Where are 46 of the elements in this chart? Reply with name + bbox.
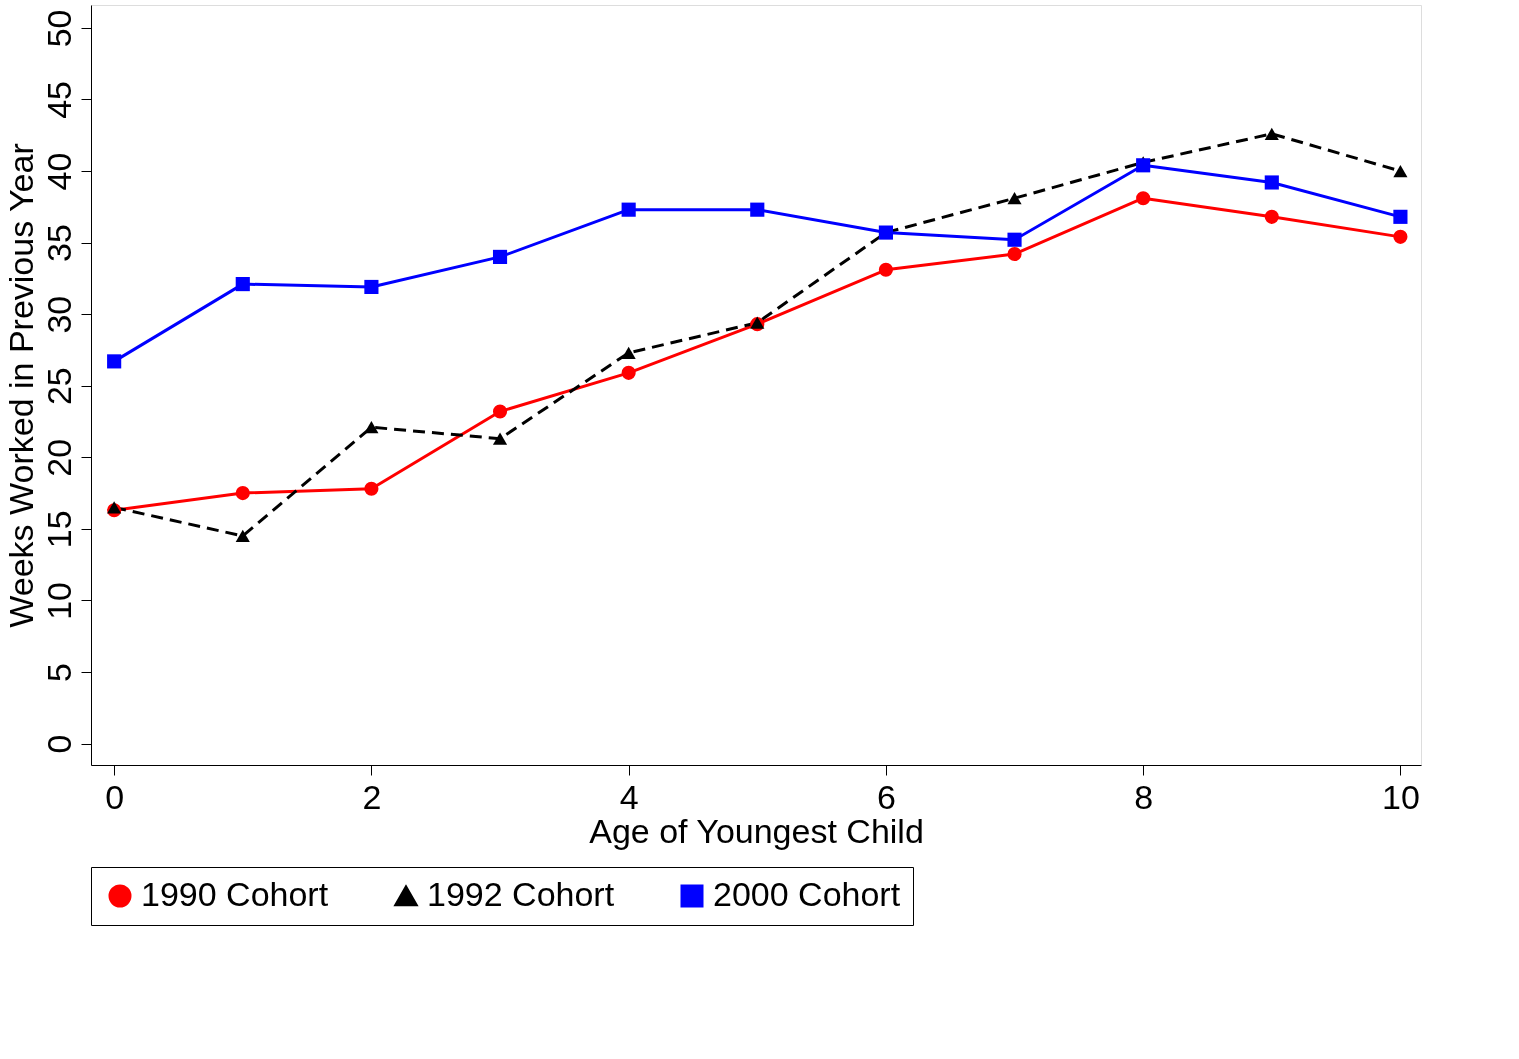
y-tick-label: 5 [39, 663, 78, 682]
point [1007, 232, 1022, 247]
point [1393, 209, 1408, 224]
y-tick-label: 35 [39, 224, 78, 262]
point [621, 365, 636, 380]
point [492, 249, 508, 264]
y-tick-label: 30 [39, 295, 78, 334]
x-tick-label: 2 [362, 777, 382, 816]
y-tick-label: 10 [39, 581, 78, 620]
point [1264, 127, 1279, 140]
point [878, 262, 893, 277]
point [621, 346, 636, 359]
point [1264, 175, 1279, 190]
y-tick-label: 20 [39, 438, 78, 477]
point [107, 354, 122, 369]
point [1136, 191, 1151, 206]
y-tick-label: 45 [39, 81, 78, 119]
point [1007, 192, 1022, 205]
y-axis-title: Weeks Worked in Previous Year [1, 143, 40, 628]
point [1264, 209, 1279, 224]
point [364, 279, 379, 295]
y-tick-label: 15 [39, 510, 78, 549]
y-tick-label: 0 [39, 734, 78, 754]
legend-label: 1992 Cohort [427, 875, 615, 913]
x-tick-label: 0 [105, 777, 125, 816]
point [235, 277, 250, 292]
point [492, 432, 508, 445]
point [235, 529, 250, 543]
y-tick-label: 50 [39, 9, 78, 48]
point [364, 421, 379, 434]
y-tick-label: 40 [39, 152, 78, 191]
point [107, 501, 122, 514]
point [621, 202, 636, 217]
point [235, 486, 250, 501]
point [492, 404, 508, 419]
legend-label: 2000 Cohort [713, 875, 901, 913]
x-tick-label: 8 [1134, 777, 1154, 816]
legend-label: 1990 Cohort [141, 875, 329, 913]
point [1393, 164, 1408, 178]
point [750, 202, 765, 217]
y-tick-label: 25 [39, 367, 78, 406]
point [1136, 158, 1151, 173]
point [1393, 229, 1408, 244]
x-tick-label: 10 [1382, 777, 1420, 816]
point [1007, 246, 1022, 262]
point [364, 481, 379, 496]
